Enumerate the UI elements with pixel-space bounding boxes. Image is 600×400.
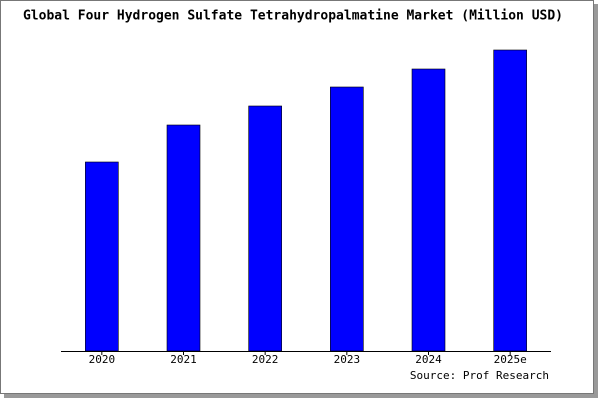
x-tick-label: 2021 xyxy=(170,353,197,366)
bar xyxy=(493,49,527,352)
x-tick-label: 2020 xyxy=(89,353,116,366)
bar xyxy=(411,68,446,352)
x-tick-label: 2025e xyxy=(494,353,527,366)
source-note: Source: Prof Research xyxy=(410,369,549,382)
bar xyxy=(85,161,119,352)
chart-title: Global Four Hydrogen Sulfate Tetrahydrop… xyxy=(23,9,563,24)
bar xyxy=(248,105,282,352)
bar xyxy=(166,124,201,352)
x-tick-label: 2023 xyxy=(334,353,361,366)
x-tick-label: 2024 xyxy=(415,353,442,366)
x-tick-label: 2022 xyxy=(252,353,279,366)
bar xyxy=(330,86,364,352)
